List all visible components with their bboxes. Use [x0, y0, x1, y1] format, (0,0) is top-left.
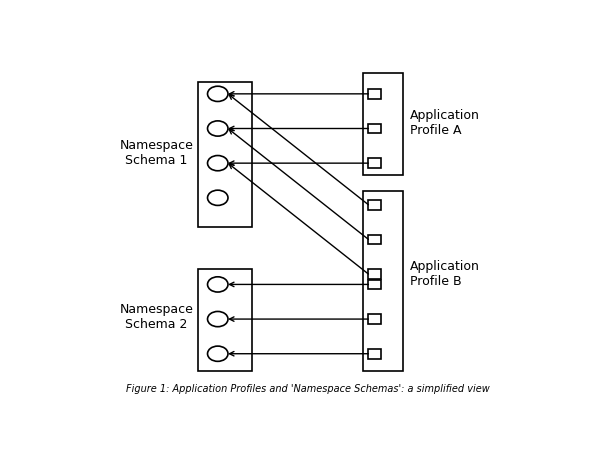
Text: Namespace
Schema 1: Namespace Schema 1: [119, 139, 193, 167]
Circle shape: [208, 311, 228, 327]
Bar: [368, 279, 382, 289]
Circle shape: [208, 86, 228, 101]
Circle shape: [208, 346, 228, 361]
Bar: [368, 269, 382, 279]
Bar: [364, 191, 403, 371]
Circle shape: [208, 190, 228, 205]
Bar: [198, 82, 252, 227]
Bar: [368, 124, 382, 133]
Circle shape: [208, 121, 228, 136]
Bar: [368, 89, 382, 99]
Bar: [368, 314, 382, 324]
Bar: [364, 73, 403, 176]
Bar: [368, 234, 382, 244]
Text: Figure 1: Application Profiles and 'Namespace Schemas': a simplified view: Figure 1: Application Profiles and 'Name…: [125, 383, 490, 394]
Bar: [198, 269, 252, 371]
Circle shape: [208, 277, 228, 292]
Text: Application
Profile B: Application Profile B: [410, 260, 479, 288]
Text: Namespace
Schema 2: Namespace Schema 2: [119, 303, 193, 331]
Bar: [368, 158, 382, 168]
Bar: [368, 349, 382, 359]
Bar: [368, 200, 382, 210]
Text: Application
Profile A: Application Profile A: [410, 109, 479, 137]
Circle shape: [208, 156, 228, 171]
